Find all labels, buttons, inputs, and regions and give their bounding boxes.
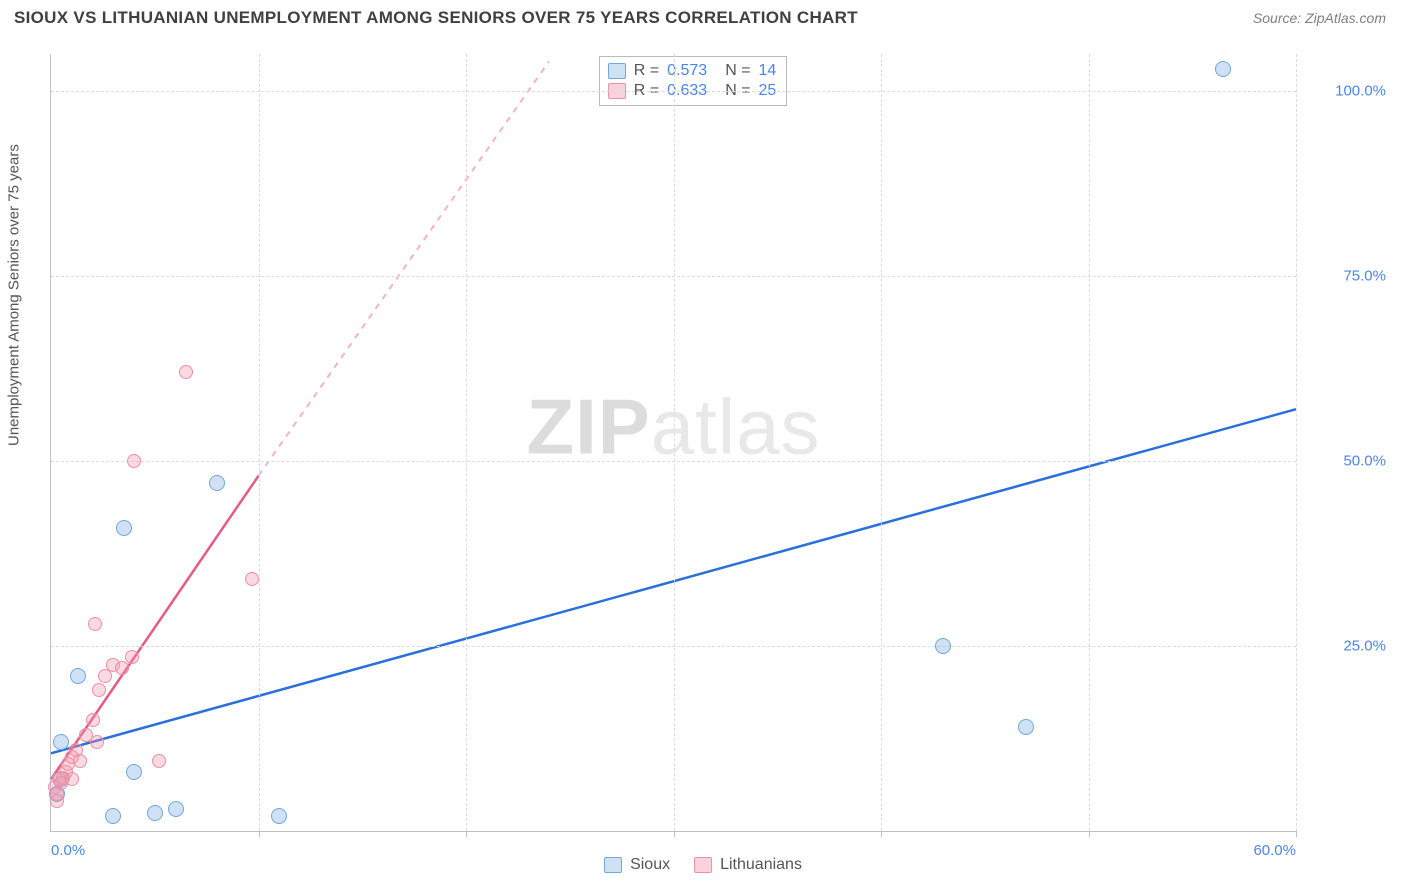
data-point-sioux: [168, 801, 184, 817]
data-point-lith: [65, 772, 79, 786]
data-point-sioux: [126, 764, 142, 780]
data-point-sioux: [70, 668, 86, 684]
x-tick-label: 0.0%: [51, 842, 85, 859]
series-legend: Sioux Lithuanians: [604, 856, 802, 874]
data-point-lith: [86, 713, 100, 727]
data-point-lith: [115, 661, 129, 675]
gridline-v: [674, 54, 675, 831]
swatch-lith: [694, 857, 712, 873]
data-point-lith: [125, 650, 139, 664]
x-tick-mark: [674, 831, 675, 837]
legend-item-sioux: Sioux: [604, 856, 670, 874]
chart-title: SIOUX VS LITHUANIAN UNEMPLOYMENT AMONG S…: [14, 8, 858, 28]
data-point-sioux: [53, 734, 69, 750]
correlation-stats-box: R =0.573N =14R =0.633N =25: [599, 56, 788, 106]
legend-label: Sioux: [630, 856, 670, 874]
gridline-v: [466, 54, 467, 831]
data-point-lith: [73, 754, 87, 768]
x-tick-mark: [1089, 831, 1090, 837]
data-point-lith: [179, 365, 193, 379]
source-label: Source: ZipAtlas.com: [1253, 10, 1386, 26]
gridline-v: [1296, 54, 1297, 831]
y-tick-label: 100.0%: [1306, 83, 1386, 100]
swatch-sioux: [604, 857, 622, 873]
y-tick-label: 50.0%: [1306, 453, 1386, 470]
data-point-sioux: [1215, 61, 1231, 77]
stats-row-sioux: R =0.573N =14: [608, 61, 777, 81]
data-point-lith: [88, 617, 102, 631]
data-point-lith: [152, 754, 166, 768]
data-point-sioux: [1018, 719, 1034, 735]
chart-plot-area: ZIPatlas R =0.573N =14R =0.633N =25 25.0…: [50, 54, 1296, 832]
x-tick-mark: [881, 831, 882, 837]
data-point-sioux: [116, 520, 132, 536]
x-tick-mark: [466, 831, 467, 837]
data-point-sioux: [935, 638, 951, 654]
y-tick-label: 75.0%: [1306, 268, 1386, 285]
data-point-sioux: [105, 808, 121, 824]
x-tick-mark: [1296, 831, 1297, 837]
data-point-lith: [92, 683, 106, 697]
gridline-v: [259, 54, 260, 831]
data-point-sioux: [271, 808, 287, 824]
y-axis-title: Unemployment Among Seniors over 75 years: [6, 144, 23, 446]
data-point-sioux: [209, 475, 225, 491]
data-point-lith: [90, 735, 104, 749]
x-tick-label: 60.0%: [1253, 842, 1296, 859]
y-tick-label: 25.0%: [1306, 638, 1386, 655]
data-point-lith: [245, 572, 259, 586]
data-point-sioux: [147, 805, 163, 821]
gridline-v: [881, 54, 882, 831]
legend-label: Lithuanians: [720, 856, 802, 874]
data-point-lith: [127, 454, 141, 468]
x-tick-mark: [259, 831, 260, 837]
swatch-sioux: [608, 63, 626, 79]
legend-item-lith: Lithuanians: [694, 856, 802, 874]
gridline-v: [1089, 54, 1090, 831]
data-point-lith: [50, 794, 64, 808]
